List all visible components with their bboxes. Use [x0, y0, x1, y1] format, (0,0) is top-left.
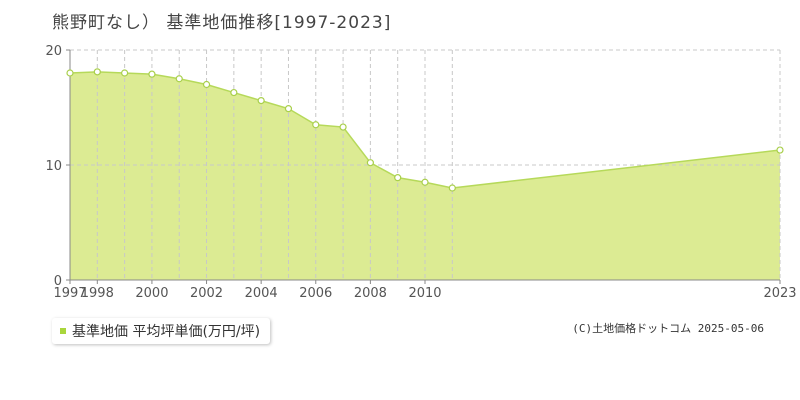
- x-tick-label: 2000: [135, 286, 168, 301]
- data-point: [93, 68, 101, 76]
- data-point: [202, 80, 211, 89]
- data-point: [148, 70, 156, 78]
- data-point: [394, 174, 402, 182]
- y-tick-label: 0: [54, 274, 62, 289]
- data-point: [121, 69, 129, 77]
- data-point: [339, 123, 347, 131]
- series-line: [69, 71, 781, 189]
- x-tick-label: 1997: [53, 286, 86, 301]
- data-point: [257, 96, 265, 105]
- legend: 基準地価 平均坪単価(万円/坪): [52, 318, 271, 344]
- x-tick-label: 2010: [408, 286, 441, 301]
- data-point: [448, 184, 456, 192]
- x-tick-label: 1998: [81, 286, 114, 301]
- x-tick-label: 2008: [354, 286, 387, 301]
- data-point: [366, 159, 374, 167]
- credit-text: (C)土地価格ドットコム 2025-05-06: [572, 322, 764, 335]
- data-point: [421, 178, 429, 186]
- chart-title: 熊野町なし） 基準地価推移[1997-2023]: [52, 13, 392, 33]
- legend-swatch: [60, 328, 66, 334]
- x-tick-label: 2006: [299, 286, 332, 301]
- data-point: [312, 121, 320, 129]
- legend-label: 基準地価 平均坪単価(万円/坪): [72, 324, 261, 340]
- data-point: [284, 105, 293, 113]
- x-tick-label: 2004: [245, 286, 278, 301]
- x-tick-label: 2023: [763, 286, 796, 301]
- x-tick-label: 2002: [190, 286, 223, 301]
- y-tick-label: 10: [45, 159, 62, 174]
- series-area: [70, 71, 780, 280]
- data-point: [175, 75, 183, 83]
- data-point: [230, 88, 238, 97]
- data-point: [776, 146, 784, 154]
- data-point: [66, 69, 74, 77]
- y-tick-label: 20: [45, 44, 62, 59]
